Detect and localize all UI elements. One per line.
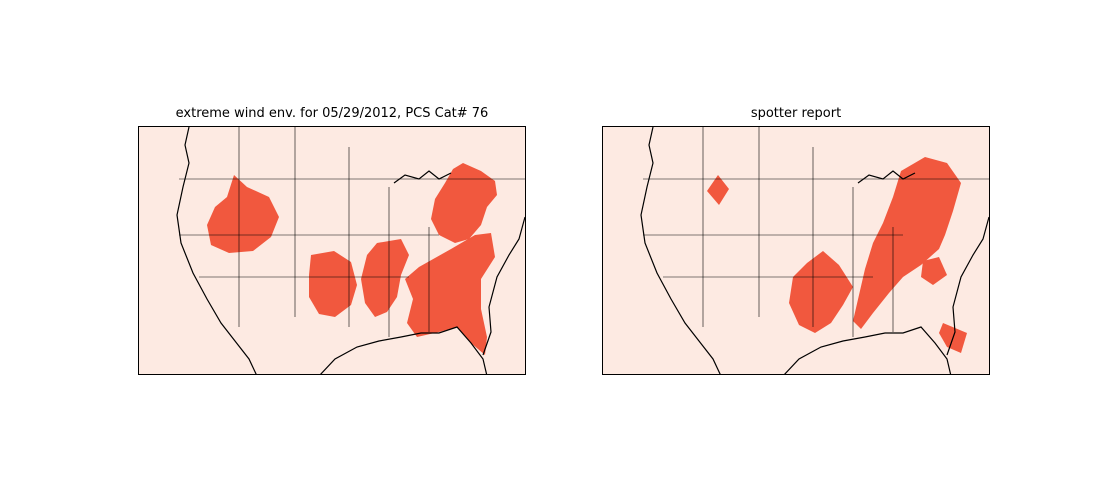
region-northeast (431, 163, 497, 243)
left-panel-title: extreme wind env. for 05/29/2012, PCS Ca… (175, 106, 489, 121)
right-shaded-regions (707, 157, 967, 353)
region-southeast (405, 233, 495, 355)
right-map-spotter-report (602, 126, 990, 375)
region-eastern-corridor (853, 157, 961, 329)
region-southern-plains (789, 251, 853, 333)
region-southern-plains (309, 251, 357, 317)
right-panel-title: spotter report (750, 106, 842, 121)
left-shaded-regions (207, 163, 497, 355)
left-state-borders (179, 127, 525, 337)
left-map-svg (176, 127, 525, 374)
region-mississippi-valley (361, 239, 409, 317)
right-state-borders (643, 127, 989, 337)
right-map-svg (640, 127, 989, 374)
right-coastlines (640, 127, 989, 374)
region-northern-rockies (207, 175, 279, 253)
left-coastlines (176, 127, 525, 374)
left-map-extreme-wind-environment (138, 126, 526, 375)
region-montana-diamond (707, 175, 729, 205)
region-carolinas-coast (921, 257, 947, 285)
